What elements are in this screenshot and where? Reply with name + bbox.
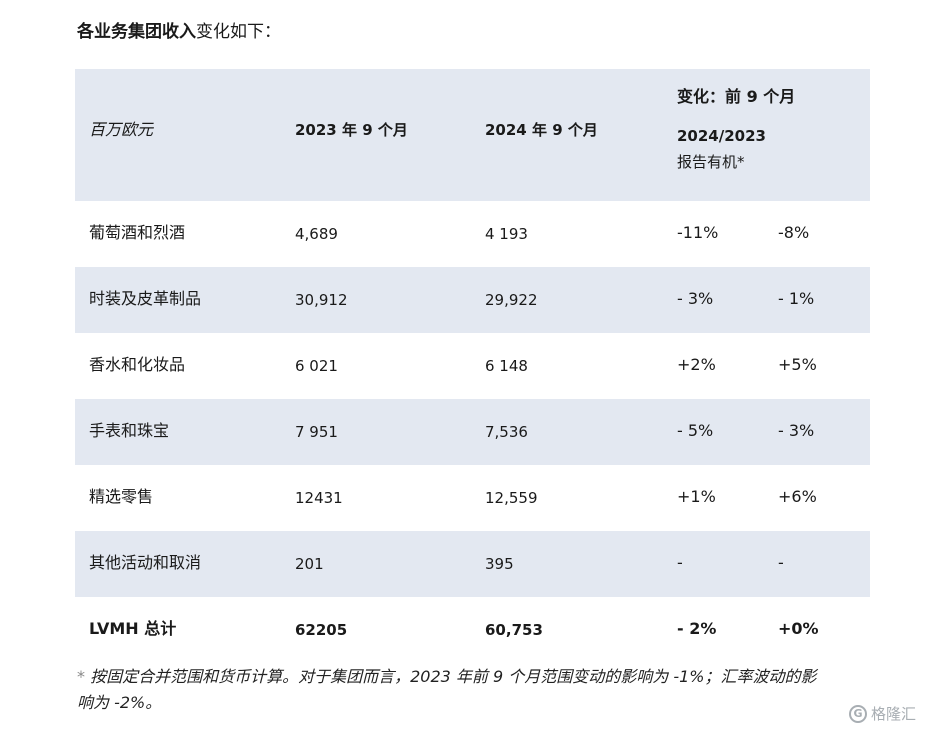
watermark-logo-icon: G [848, 704, 867, 723]
table-row: 葡萄酒和烈酒 4,689 4 193 -11% -8% [75, 201, 870, 267]
row-2023: 7 951 [295, 423, 338, 441]
row-organic: -8% [778, 223, 810, 242]
header-unit: 百万欧元 [89, 120, 154, 139]
row-2023: 6 021 [295, 357, 338, 375]
row-name: 葡萄酒和烈酒 [89, 223, 186, 242]
row-reported: - [677, 553, 683, 572]
header-2024: 2024 年 9 个月 [485, 121, 598, 139]
row-organic: +5% [778, 355, 817, 374]
row-reported: +1% [677, 487, 716, 506]
row-organic: +0% [778, 619, 819, 638]
row-2024: 60,753 [485, 621, 543, 639]
section-heading: 各业务集团收入变化如下： [77, 20, 281, 44]
table-row: 手表和珠宝 7 951 7,536 - 5% - 3% [75, 399, 870, 465]
row-name: LVMH 总计 [89, 619, 177, 638]
heading-normal: 变化如下： [196, 22, 281, 42]
row-name: 时装及皮革制品 [89, 289, 202, 308]
revenue-table: 百万欧元 2023 年 9 个月 2024 年 9 个月 变化：前 9 个月 2… [75, 69, 870, 663]
row-organic: - [778, 553, 784, 572]
header-change-reported: 报告有机* [677, 153, 745, 171]
row-2023: 4,689 [295, 225, 338, 243]
footnote-line2: 响为 -2%。 [77, 693, 162, 712]
row-2024: 29,922 [485, 291, 538, 309]
header-change-period: 2024/2023 [677, 127, 766, 145]
table-row: 精选零售 12431 12,559 +1% +6% [75, 465, 870, 531]
row-reported: -11% [677, 223, 719, 242]
header-2023: 2023 年 9 个月 [295, 121, 408, 139]
row-name: 香水和化妆品 [89, 355, 186, 374]
row-2024: 7,536 [485, 423, 528, 441]
row-2024: 12,559 [485, 489, 538, 507]
table-row: 香水和化妆品 6 021 6 148 +2% +5% [75, 333, 870, 399]
row-2023: 201 [295, 555, 324, 573]
row-2023: 62205 [295, 621, 348, 639]
table-row-total: LVMH 总计 62205 60,753 - 2% +0% [75, 597, 870, 663]
footnote: * 按固定合并范围和货币计算。对于集团而言，2023 年前 9 个月范围变动的影… [77, 664, 877, 716]
table-row: 其他活动和取消 201 395 - - [75, 531, 870, 597]
row-2024: 4 193 [485, 225, 528, 243]
row-2024: 395 [485, 555, 514, 573]
row-name: 其他活动和取消 [89, 553, 202, 572]
row-2023: 12431 [295, 489, 343, 507]
header-change-title: 变化：前 9 个月 [677, 87, 796, 106]
row-name: 手表和珠宝 [89, 421, 170, 440]
footnote-star: * [77, 667, 85, 686]
heading-bold: 各业务集团收入 [77, 22, 196, 42]
table-row: 时装及皮革制品 30,912 29,922 - 3% - 1% [75, 267, 870, 333]
row-reported: - 3% [677, 289, 714, 308]
row-name: 精选零售 [89, 487, 154, 506]
footnote-line1: 按固定合并范围和货币计算。对于集团而言，2023 年前 9 个月范围变动的影响为… [90, 667, 817, 686]
watermark: G 格隆汇 [848, 703, 916, 724]
row-organic: - 3% [778, 421, 815, 440]
row-organic: +6% [778, 487, 817, 506]
table-header: 百万欧元 2023 年 9 个月 2024 年 9 个月 变化：前 9 个月 2… [75, 69, 870, 201]
watermark-text: 格隆汇 [870, 705, 916, 723]
row-2023: 30,912 [295, 291, 348, 309]
row-organic: - 1% [778, 289, 815, 308]
row-2024: 6 148 [485, 357, 528, 375]
row-reported: +2% [677, 355, 716, 374]
row-reported: - 5% [677, 421, 714, 440]
row-reported: - 2% [677, 619, 717, 638]
